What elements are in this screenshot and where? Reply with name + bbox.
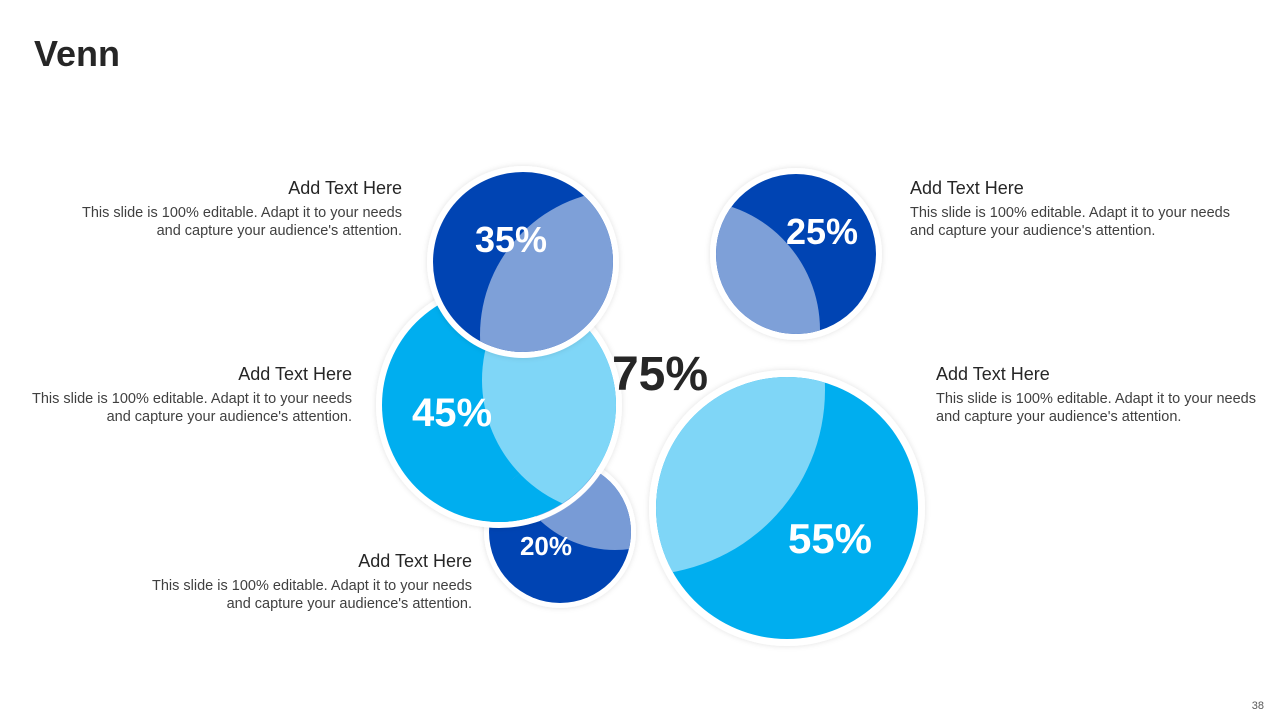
circle-label-20: 20% — [520, 531, 572, 561]
page-number: 38 — [1251, 700, 1264, 712]
callout-heading: Add Text Here — [936, 364, 1050, 384]
callout-top-left: Add Text Here This slide is 100% editabl… — [62, 177, 402, 240]
overlap-25 — [716, 200, 820, 334]
circle-label-35: 35% — [475, 219, 547, 260]
circle-label-25: 25% — [786, 211, 858, 252]
callout-middle-left: Add Text Here This slide is 100% editabl… — [12, 363, 352, 426]
overlap-55 — [656, 377, 825, 575]
callout-heading: Add Text Here — [238, 364, 352, 384]
callout-heading: Add Text Here — [910, 178, 1024, 198]
callout-body: This slide is 100% editable. Adapt it to… — [32, 391, 352, 425]
slide-title: Venn — [34, 33, 121, 74]
overlap-35 — [480, 190, 613, 352]
callout-body: This slide is 100% editable. Adapt it to… — [910, 205, 1230, 239]
callout-body: This slide is 100% editable. Adapt it to… — [82, 205, 402, 239]
callout-body: This slide is 100% editable. Adapt it to… — [936, 391, 1256, 425]
callout-heading: Add Text Here — [288, 178, 402, 198]
callout-bottom-left: Add Text Here This slide is 100% editabl… — [132, 550, 472, 613]
callout-heading: Add Text Here — [358, 551, 472, 571]
callout-body: This slide is 100% editable. Adapt it to… — [152, 578, 472, 612]
circle-label-45: 45% — [412, 391, 492, 435]
center-label: 75% — [612, 348, 708, 401]
circle-label-55: 55% — [788, 515, 872, 562]
callout-top-right: Add Text Here This slide is 100% editabl… — [910, 177, 1230, 240]
callout-middle-right: Add Text Here This slide is 100% editabl… — [936, 363, 1256, 426]
